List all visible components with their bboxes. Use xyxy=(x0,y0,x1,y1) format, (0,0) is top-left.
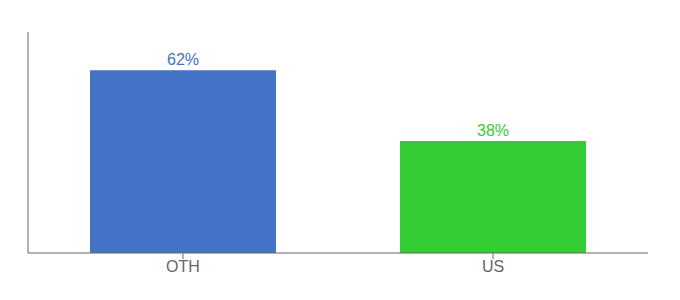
svg-text:OTH: OTH xyxy=(166,258,200,275)
svg-text:38%: 38% xyxy=(477,122,509,139)
svg-text:US: US xyxy=(482,258,504,275)
svg-text:62%: 62% xyxy=(167,51,199,68)
